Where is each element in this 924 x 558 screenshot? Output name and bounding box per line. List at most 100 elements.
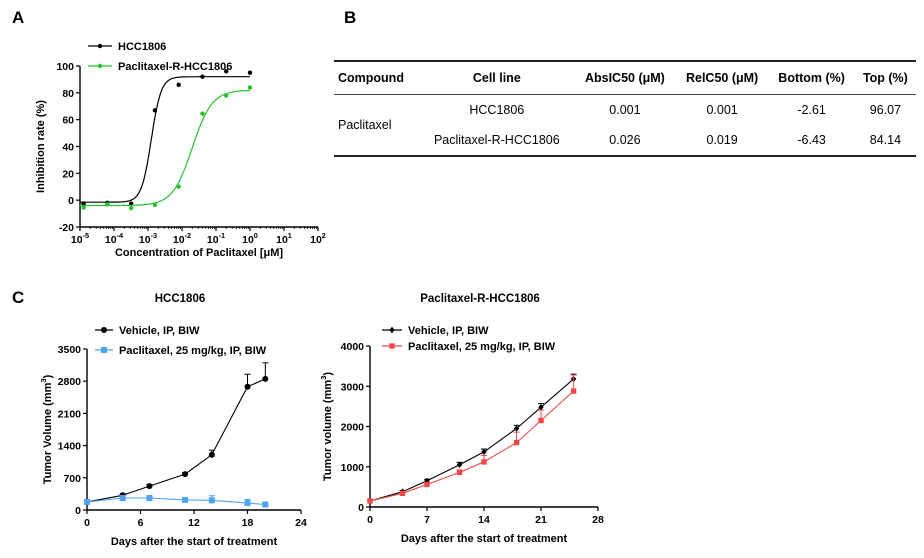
data-point — [367, 498, 373, 504]
y-tick-label: 0 — [68, 195, 74, 207]
x-tick-label: 100 — [242, 231, 258, 246]
series-line — [369, 390, 574, 502]
series-1 — [80, 69, 253, 206]
x-tick-label: 14 — [478, 514, 490, 526]
legend-label: Vehicle, IP, BIW — [408, 325, 489, 337]
y-tick-label: 20 — [62, 168, 74, 180]
data-point — [152, 202, 158, 208]
data-point — [538, 403, 544, 411]
header-abs-ic50: AbsIC50 (μM) — [574, 60, 676, 95]
y-tick-label: 3500 — [58, 344, 82, 356]
top: 96.07 — [869, 103, 902, 117]
data-point — [481, 448, 487, 456]
panel-label-b: B — [344, 8, 357, 27]
data-point — [247, 85, 253, 90]
data-point — [224, 69, 229, 74]
legend-marker — [97, 63, 103, 69]
y-tick-label: 100 — [56, 61, 74, 73]
legend-label: Vehicle, IP, BIW — [119, 325, 200, 337]
data-point — [146, 483, 153, 490]
legend-marker — [97, 43, 103, 49]
data-point — [152, 108, 158, 113]
y-tick-label: 0 — [75, 505, 81, 517]
y-axis-label: Tumor volume (mm3) — [319, 372, 334, 482]
bottom: -6.43 — [768, 125, 855, 157]
series-2 — [84, 495, 269, 508]
header-rel-c50: RelC50 (μM) — [675, 60, 769, 95]
data-point — [176, 184, 181, 189]
abs-ic50: 0.026 — [574, 125, 676, 157]
x-tick-label: 10-5 — [71, 231, 89, 246]
legend-label: Paclitaxel, 25 mg/kg, IP, BIW — [408, 341, 556, 353]
data-point — [262, 501, 269, 508]
data-point — [146, 495, 153, 502]
x-tick-label: 28 — [592, 514, 604, 526]
legend-marker — [389, 343, 395, 349]
legend-label: Paclitaxel, 25 mg/kg, IP, BIW — [119, 345, 267, 357]
data-point — [119, 495, 126, 502]
x-tick-label: 24 — [295, 517, 307, 529]
x-tick-label: 102 — [310, 231, 326, 246]
y-axis-label: Tumor Volume (mm3) — [39, 374, 54, 484]
y-tick-label: 1000 — [341, 462, 365, 474]
x-tick-label: 6 — [138, 517, 144, 529]
header-bottom: Bottom (%) — [768, 60, 855, 95]
data-point — [176, 82, 181, 87]
x-tick-label: 10-3 — [139, 231, 157, 246]
y-tick-label: 2100 — [58, 408, 82, 420]
legend-label: HCC1806 — [118, 41, 166, 53]
data-point — [538, 417, 544, 424]
x-tick-label: 21 — [535, 514, 547, 526]
series-line — [86, 378, 266, 503]
x-tick-label: 0 — [84, 517, 90, 529]
data-point — [128, 206, 134, 211]
data-point — [481, 459, 487, 465]
data-point — [224, 93, 229, 98]
series-2 — [367, 374, 577, 504]
series-1 — [84, 362, 269, 505]
header-top: Top (%) — [854, 60, 916, 95]
y-tick-label: 60 — [62, 115, 74, 127]
data-point — [424, 481, 430, 488]
data-point — [456, 461, 463, 468]
y-tick-label: 0 — [358, 502, 364, 514]
y-tick-label: 80 — [62, 88, 74, 100]
chart-2: 0 6 12 18 24 0 700 1400 2100 2800 3500 Days after t… — [39, 293, 307, 548]
data-point — [84, 498, 90, 505]
abs-ic50: 0.001 — [609, 103, 641, 117]
x-tick-label: 18 — [242, 517, 254, 529]
y-tick-label: 3000 — [341, 381, 365, 393]
legend-marker — [101, 327, 107, 333]
data-point — [208, 451, 215, 458]
series-line — [369, 378, 574, 502]
data-point — [570, 388, 577, 394]
y-tick-label: 4000 — [341, 341, 365, 353]
x-tick-label: 0 — [367, 514, 373, 526]
data-point — [182, 496, 189, 503]
chart-title: Paclitaxel-R-HCC1806 — [420, 293, 540, 305]
data-point — [247, 70, 253, 75]
legend-marker — [101, 347, 107, 353]
chart-title: HCC1806 — [155, 293, 206, 305]
ic50-table: Compound Cell line AbsIC50 (μM) RelC50 (… — [334, 60, 916, 157]
x-tick-label: 7 — [424, 514, 430, 526]
x-tick-label: 101 — [276, 231, 292, 246]
panel-label-c: C — [12, 288, 25, 307]
fit-curve — [80, 89, 250, 207]
chart-1: 10-5 10-4 10-3 10-2 10-1 100 101 102 -20 0 20 40 60 8… — [35, 41, 326, 259]
cell-line: Paclitaxel-R-HCC1806 — [419, 125, 575, 157]
data-point — [200, 111, 205, 116]
data-point — [399, 490, 406, 497]
legend-label: Paclitaxel-R-HCC1806 — [118, 61, 232, 73]
compound-cell: Paclitaxel — [334, 94, 420, 157]
y-axis-label: Inhibition rate (%) — [35, 100, 47, 193]
panel-label-a: A — [12, 8, 25, 27]
x-axis-label: Days after the start of treatment — [401, 533, 568, 545]
data-point — [200, 74, 205, 79]
y-tick-label: 1400 — [58, 441, 82, 453]
x-tick-label: 10-1 — [207, 231, 225, 246]
legend-marker — [389, 326, 395, 334]
data-point — [128, 201, 134, 206]
y-tick-label: -20 — [59, 222, 74, 234]
header-cell-line: Cell line — [419, 60, 575, 95]
